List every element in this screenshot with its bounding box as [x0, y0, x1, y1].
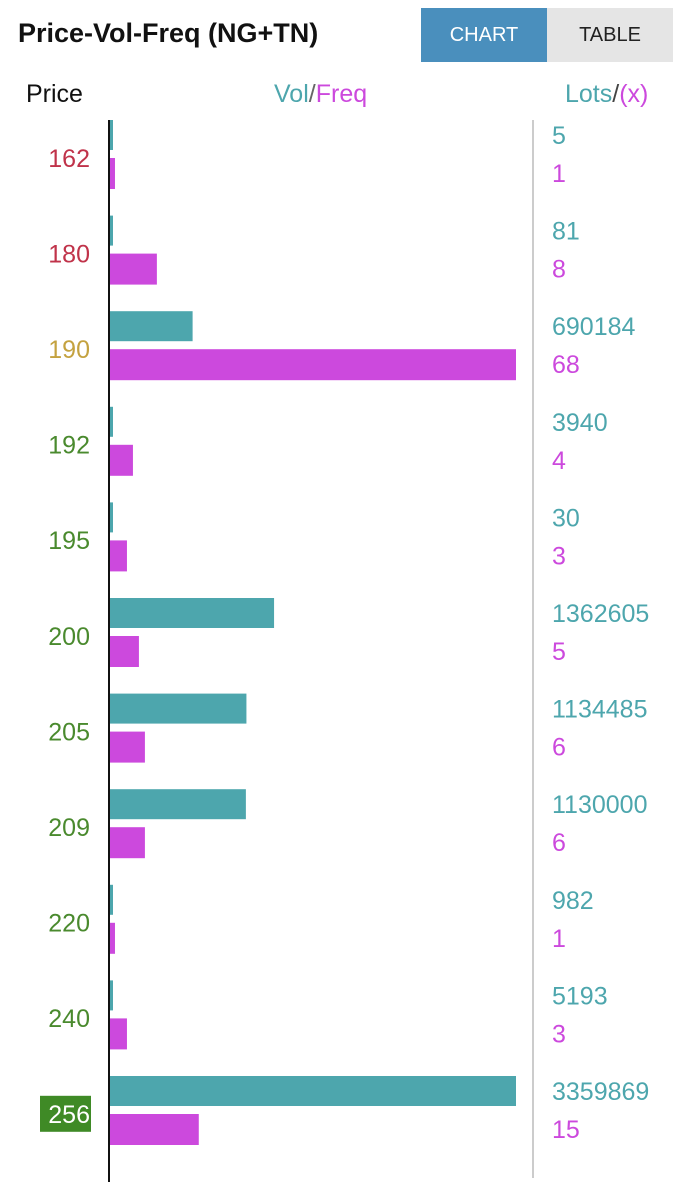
- vol-bar: [109, 215, 113, 246]
- page-title: Price-Vol-Freq (NG+TN): [18, 18, 319, 48]
- freq-value-label: 15: [552, 1116, 580, 1144]
- vol-bar: [109, 693, 247, 724]
- freq-value-label: 4: [552, 447, 566, 475]
- vol-freq-column-header: Vol/Freq: [274, 80, 367, 109]
- vol-value-label: 3359869: [552, 1078, 649, 1106]
- vol-bar: [109, 311, 193, 342]
- vol-value-label: 5193: [552, 982, 608, 1010]
- freq-value-label: 8: [552, 256, 566, 284]
- header-slash: /: [308, 80, 316, 108]
- price-label: 162: [48, 145, 90, 173]
- price-label: 205: [48, 718, 90, 746]
- freq-value-label: 68: [552, 351, 580, 379]
- freq-value-label: 1: [552, 925, 566, 953]
- vol-bar: [109, 980, 113, 1011]
- vol-bar: [109, 502, 113, 533]
- vol-bar: [109, 598, 275, 628]
- tab-table[interactable]: TABLE: [547, 8, 673, 62]
- price-label: 192: [48, 432, 90, 460]
- freq-bar: [109, 636, 139, 667]
- vol-value-label: 30: [552, 504, 580, 532]
- freq-bar: [109, 827, 145, 859]
- freq-bar: [109, 922, 115, 954]
- freq-bar: [109, 1018, 127, 1050]
- price-label: 256: [48, 1101, 90, 1129]
- freq-value-label: 6: [552, 829, 566, 857]
- freq-value-label: 3: [552, 1020, 566, 1048]
- vol-value-label: 1134485: [552, 696, 647, 724]
- tab-chart[interactable]: CHART: [421, 8, 547, 62]
- vol-header-label: Vol: [274, 80, 309, 108]
- vol-value-label: 1130000: [552, 791, 647, 819]
- vol-value-label: 5: [552, 122, 566, 150]
- vol-value-label: 81: [552, 218, 580, 246]
- view-tabs: CHART TABLE: [421, 8, 673, 62]
- x-header-label: (x): [619, 80, 649, 108]
- lots-header-label: Lots: [565, 80, 613, 108]
- price-label: 195: [48, 527, 90, 555]
- freq-bar: [109, 731, 145, 763]
- freq-bar: [109, 444, 133, 476]
- freq-value-label: 5: [552, 638, 566, 666]
- vol-bar: [109, 120, 113, 150]
- price-label: 220: [48, 910, 90, 938]
- freq-bar: [109, 158, 115, 189]
- price-label: 209: [48, 814, 90, 842]
- lots-column-header: Lots/(x): [565, 80, 648, 109]
- vol-bar: [109, 406, 113, 437]
- freq-value-label: 3: [552, 542, 566, 570]
- header-slash: /: [612, 80, 620, 108]
- price-label: 240: [48, 1005, 90, 1033]
- vol-value-label: 1362605: [552, 600, 649, 628]
- vol-value-label: 690184: [552, 313, 636, 341]
- freq-value-label: 1: [552, 160, 566, 188]
- freq-value-label: 6: [552, 734, 566, 762]
- freq-bar: [109, 349, 516, 381]
- freq-header-label: Freq: [315, 80, 368, 108]
- price-label: 190: [48, 336, 90, 364]
- price-highlight-box: [40, 1095, 91, 1132]
- price-label: 200: [48, 623, 90, 651]
- price-column-header: Price: [26, 80, 83, 108]
- freq-bar: [109, 540, 127, 572]
- price-label: 180: [48, 240, 90, 268]
- vol-bar: [109, 789, 246, 820]
- freq-bar: [109, 1114, 199, 1145]
- vol-bar: [109, 1076, 516, 1106]
- vol-bar: [109, 884, 113, 915]
- vol-value-label: 3940: [552, 409, 608, 437]
- freq-bar: [109, 253, 157, 285]
- vol-value-label: 982: [552, 887, 594, 915]
